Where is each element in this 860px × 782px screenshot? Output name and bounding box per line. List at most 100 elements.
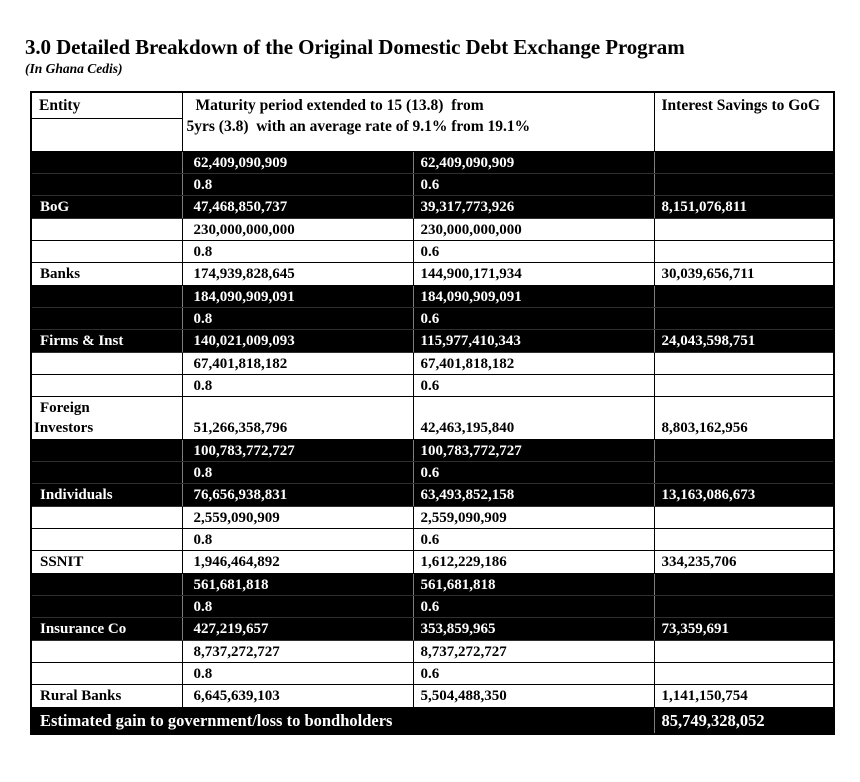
- factor-row: 0.8 0.6: [30, 239, 835, 263]
- entity-cell-empty: [30, 172, 183, 196]
- factor-a-cell: 0.8: [181, 460, 414, 484]
- amount-a-cell: 47,468,850,737: [181, 194, 414, 219]
- entity-cell-empty: [30, 351, 183, 375]
- factor-b-cell: 0.6: [412, 373, 655, 397]
- entity-cell-empty: [30, 284, 183, 308]
- factor-b-cell: 0.6: [412, 239, 655, 263]
- amount-a-cell: 6,645,639,103: [181, 683, 414, 708]
- entity-total-row: Insurance Co 427,219,657 353,859,965 73,359…: [30, 616, 835, 641]
- principal-b-cell: 100,783,772,727: [412, 438, 655, 462]
- table-header: Entity Maturity period extended to 15 (1…: [30, 91, 835, 152]
- factor-b-cell: 0.6: [412, 661, 655, 685]
- savings-cell: 24,043,598,751: [653, 328, 835, 353]
- entity-total-row: BoG 47,468,850,737 39,317,773,926 8,151,076…: [30, 194, 835, 219]
- principal-b-cell: 184,090,909,091: [412, 284, 655, 308]
- factor-row: 0.8 0.6: [30, 460, 835, 484]
- savings-cell-empty: [653, 239, 835, 263]
- savings-cell: 8,803,162,956: [653, 395, 835, 440]
- principal-a-cell: 62,409,090,909: [181, 150, 414, 174]
- amount-b-cell: 1,612,229,186: [412, 549, 655, 574]
- principal-row: 67,401,818,182 67,401,818,182: [30, 351, 835, 375]
- entity-cell: SSNIT: [30, 549, 183, 574]
- principal-b-cell: 230,000,000,000: [412, 217, 655, 241]
- document-page: 3.0 Detailed Breakdown of the Original D…: [25, 35, 836, 735]
- savings-cell-empty: [653, 505, 835, 529]
- factor-row: 0.8 0.6: [30, 594, 835, 618]
- savings-cell-empty: [653, 639, 835, 663]
- savings-cell: 30,039,656,711: [653, 261, 835, 286]
- savings-cell-empty: [653, 217, 835, 241]
- page-subtitle: (In Ghana Cedis): [25, 61, 123, 77]
- header-entity-empty: [30, 117, 183, 152]
- header-maturity-line2: 5yrs (3.8) with an average rate of 9.1% …: [186, 117, 531, 135]
- savings-cell-empty: [653, 460, 835, 484]
- principal-b-cell: 62,409,090,909: [412, 150, 655, 174]
- principal-b-cell: 67,401,818,182: [412, 351, 655, 375]
- savings-cell-empty: [653, 438, 835, 462]
- entity-total-row: Foreign Investors 51,266,358,796 42,463,19…: [30, 395, 835, 440]
- factor-a-cell: 0.8: [181, 239, 414, 263]
- factor-a-cell: 0.8: [181, 594, 414, 618]
- savings-cell-empty: [653, 373, 835, 397]
- factor-row: 0.8 0.6: [30, 172, 835, 196]
- principal-row: 230,000,000,000 230,000,000,000: [30, 217, 835, 241]
- principal-a-cell: 230,000,000,000: [181, 217, 414, 241]
- factor-row: 0.8 0.6: [30, 661, 835, 685]
- header-row-1: Entity Maturity period extended to 15 (1…: [30, 91, 835, 152]
- savings-cell-empty: [653, 284, 835, 308]
- entity-cell: Firms & Inst: [30, 328, 183, 353]
- factor-b-cell: 0.6: [412, 594, 655, 618]
- page-title: 3.0 Detailed Breakdown of the Original D…: [25, 35, 685, 59]
- header-interest-savings: Interest Savings to GoG: [653, 91, 835, 152]
- principal-a-cell: 561,681,818: [181, 572, 414, 596]
- entity-cell-empty: [30, 661, 183, 685]
- entity-total-row: Banks 174,939,828,645 144,900,171,934 30,03…: [30, 261, 835, 286]
- entity-cell-empty: [30, 572, 183, 596]
- entity-cell-empty: [30, 438, 183, 462]
- footer-value: 85,749,328,052: [653, 706, 835, 735]
- ddep-table: Entity Maturity period extended to 15 (1…: [30, 91, 836, 735]
- factor-a-cell: 0.8: [181, 172, 414, 196]
- principal-b-cell: 8,737,272,727: [412, 639, 655, 663]
- factor-b-cell: 0.6: [412, 306, 655, 330]
- entity-cell-empty: [30, 217, 183, 241]
- factor-row: 0.8 0.6: [30, 306, 835, 330]
- savings-cell: 13,163,086,673: [653, 482, 835, 507]
- entity-cell-empty: [30, 373, 183, 397]
- entity-cell: Foreign Investors: [30, 395, 183, 440]
- header-maturity-line1: Maturity period extended to 15 (13.8) fr…: [195, 97, 484, 115]
- savings-cell-empty: [653, 150, 835, 174]
- entity-cell: Insurance Co: [30, 616, 183, 641]
- factor-a-cell: 0.8: [181, 661, 414, 685]
- principal-a-cell: 8,737,272,727: [181, 639, 414, 663]
- amount-a-cell: 140,021,009,093: [181, 328, 414, 353]
- factor-b-cell: 0.6: [412, 460, 655, 484]
- principal-a-cell: 67,401,818,182: [181, 351, 414, 375]
- principal-a-cell: 184,090,909,091: [181, 284, 414, 308]
- entity-cell-empty: [30, 505, 183, 529]
- header-entity: Entity: [30, 91, 183, 119]
- entity-cell: BoG: [30, 194, 183, 219]
- amount-a-cell: 76,656,938,831: [181, 482, 414, 507]
- savings-cell: 73,359,691: [653, 616, 835, 641]
- savings-cell: 1,141,150,754: [653, 683, 835, 708]
- principal-row: 184,090,909,091 184,090,909,091: [30, 284, 835, 308]
- entity-cell-empty: [30, 306, 183, 330]
- savings-cell-empty: [653, 172, 835, 196]
- amount-b-cell: 39,317,773,926: [412, 194, 655, 219]
- factor-row: 0.8 0.6: [30, 527, 835, 551]
- principal-row: 2,559,090,909 2,559,090,909: [30, 505, 835, 529]
- savings-cell: 8,151,076,811: [653, 194, 835, 219]
- factor-b-cell: 0.6: [412, 172, 655, 196]
- savings-cell-empty: [653, 572, 835, 596]
- principal-b-cell: 561,681,818: [412, 572, 655, 596]
- entity-cell-empty: [30, 239, 183, 263]
- entity-total-row: Firms & Inst 140,021,009,093 115,977,410,3…: [30, 328, 835, 353]
- entity-total-row: Rural Banks 6,645,639,103 5,504,488,350 1,1…: [30, 683, 835, 708]
- amount-a-cell: 174,939,828,645: [181, 261, 414, 286]
- footer-label: Estimated gain to government/loss to bon…: [30, 706, 655, 735]
- savings-cell-empty: [653, 594, 835, 618]
- principal-a-cell: 100,783,772,727: [181, 438, 414, 462]
- factor-a-cell: 0.8: [181, 373, 414, 397]
- savings-cell: 334,235,706: [653, 549, 835, 574]
